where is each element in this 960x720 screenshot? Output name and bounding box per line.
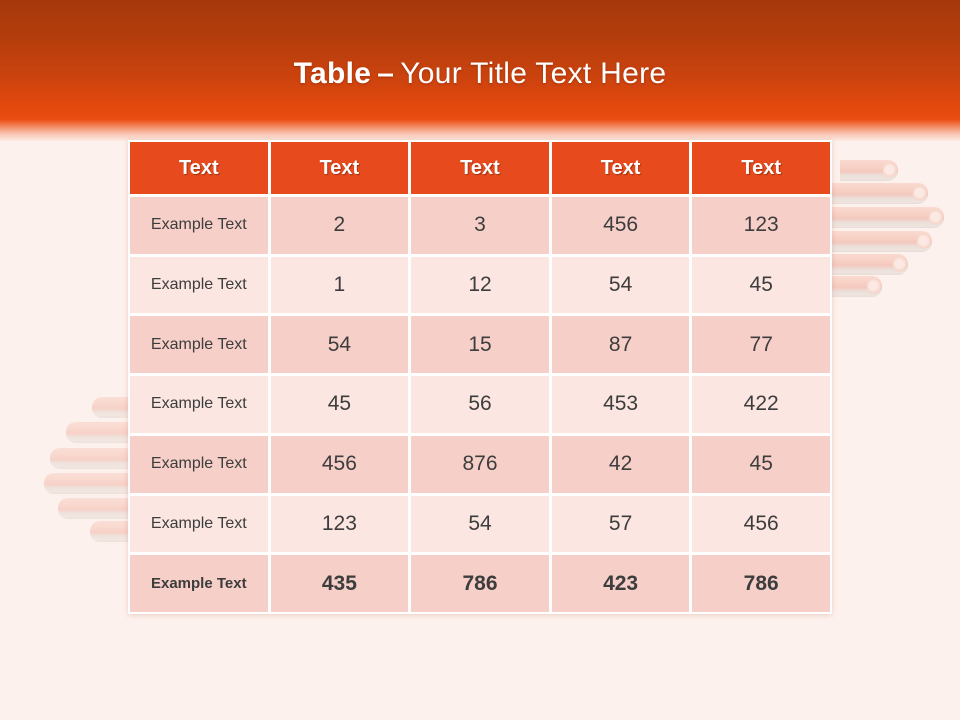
value-cell: 123: [270, 495, 409, 553]
value-cell: 456: [692, 495, 830, 553]
value-cell: 15: [411, 316, 549, 374]
data-table: Text Text Text Text Text Example Text 2 …: [128, 140, 832, 614]
value-cell: 786: [411, 555, 549, 612]
slide-title-separator: –: [377, 57, 395, 90]
pencil-icon: [50, 448, 140, 469]
row-label-cell: Example Text: [130, 495, 268, 553]
table-header-cell: Text: [551, 142, 690, 194]
value-cell: 45: [270, 376, 409, 433]
value-cell: 453: [551, 376, 690, 433]
row-label-cell: Example Text: [130, 376, 268, 433]
value-cell: 435: [270, 555, 409, 612]
row-label-cell: Example Text: [130, 197, 268, 254]
value-cell: 422: [692, 376, 830, 433]
value-cell: 876: [411, 435, 549, 493]
value-cell: 123: [692, 197, 830, 254]
value-cell: 423: [551, 555, 690, 612]
slide-title-keyword: Table: [293, 57, 372, 90]
pencil-icon: [832, 231, 932, 252]
row-label-cell: Example Text: [130, 435, 268, 493]
value-cell: 45: [692, 256, 830, 314]
value-cell: 54: [270, 316, 409, 374]
table-header-cell: Text: [692, 142, 830, 194]
row-label-cell: Example Text: [130, 256, 268, 314]
value-cell: 3: [411, 197, 549, 254]
value-cell: 56: [411, 376, 549, 433]
table-header-cell: Text: [270, 142, 409, 194]
value-cell: 57: [551, 495, 690, 553]
pencil-icon: [832, 254, 908, 275]
pencil-icon: [832, 183, 928, 204]
value-cell: 87: [551, 316, 690, 374]
row-label-cell: Example Text: [130, 555, 268, 612]
pencil-icon: [840, 160, 898, 181]
pencil-icon: [832, 276, 882, 297]
slide-title-text: Your Title Text Here: [400, 57, 667, 90]
pencil-icon: [44, 473, 140, 494]
value-cell: 1: [270, 256, 409, 314]
value-cell: 12: [411, 256, 549, 314]
table-header-cell: Text: [411, 142, 549, 194]
value-cell: 786: [692, 555, 830, 612]
row-label-cell: Example Text: [130, 316, 268, 374]
pencil-stack-left: [0, 393, 140, 548]
value-cell: 456: [551, 197, 690, 254]
value-cell: 2: [270, 197, 409, 254]
pencil-icon: [832, 207, 944, 228]
value-cell: 45: [692, 435, 830, 493]
value-cell: 456: [270, 435, 409, 493]
value-cell: 42: [551, 435, 690, 493]
slide-title: Table – Your Title Text Here: [0, 54, 960, 94]
title-gradient-band: [0, 0, 960, 142]
value-cell: 54: [551, 256, 690, 314]
pencil-stack-right: [832, 158, 960, 298]
value-cell: 54: [411, 495, 549, 553]
table-header-cell: Text: [130, 142, 268, 194]
value-cell: 77: [692, 316, 830, 374]
